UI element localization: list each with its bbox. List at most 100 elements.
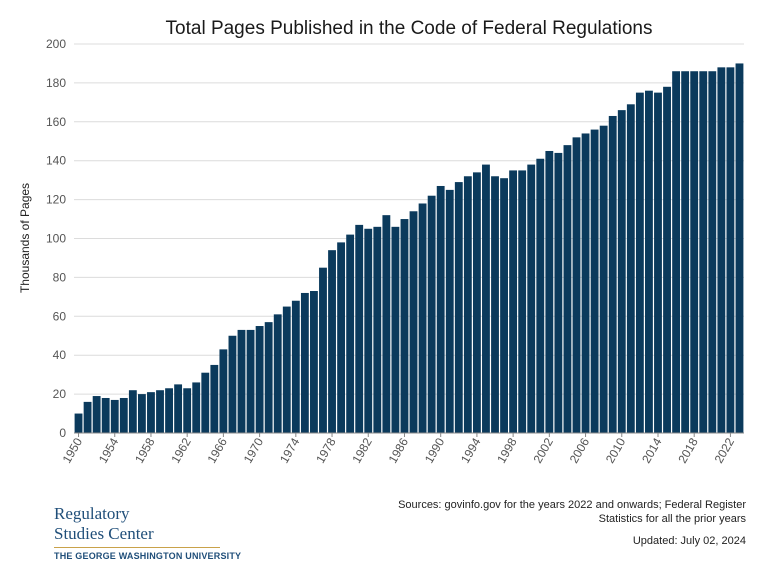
x-tick-label: 1998 <box>494 435 520 465</box>
bar-1957 <box>137 394 146 433</box>
bar-1976 <box>310 291 318 433</box>
chart-title: Total Pages Published in the Code of Fed… <box>166 18 653 39</box>
y-tick-label: 120 <box>46 193 66 207</box>
bar-2006 <box>581 133 590 433</box>
bar-1996 <box>491 176 499 433</box>
bar-1961 <box>174 384 183 434</box>
x-tick-label: 2018 <box>675 435 701 465</box>
bar-1958 <box>147 392 155 433</box>
bar-1967 <box>228 335 237 433</box>
bar-1979 <box>337 242 346 433</box>
logo-divider <box>54 547 220 548</box>
x-tick-label: 1974 <box>277 435 303 465</box>
x-tick-label: 1970 <box>241 435 267 465</box>
bar-1972 <box>273 314 282 433</box>
bar-1980 <box>346 234 355 433</box>
bar-1984 <box>382 215 391 433</box>
x-tick-label: 2006 <box>567 435 593 465</box>
bar-2005 <box>572 137 581 434</box>
y-tick-label: 140 <box>46 154 66 168</box>
x-tick-label: 2002 <box>530 435 556 465</box>
bar-1963 <box>192 382 201 433</box>
bar-1989 <box>427 195 436 433</box>
logo-line-1: Regulatory <box>54 504 130 523</box>
y-tick-label: 60 <box>53 309 67 323</box>
y-tick-label: 20 <box>53 387 67 401</box>
bar-1952 <box>92 396 101 433</box>
y-tick-label: 180 <box>46 76 66 90</box>
x-tick-label: 2014 <box>639 435 665 465</box>
y-tick-label: 160 <box>46 115 66 129</box>
bar-1974 <box>291 300 300 433</box>
y-axis: 0 20 40 60 80 100 120 140 160 180 200 <box>46 37 66 440</box>
bar-1969 <box>246 329 255 433</box>
bar-2021 <box>717 67 726 433</box>
bar-2001 <box>536 158 545 433</box>
bar-1971 <box>264 322 273 433</box>
bar-2008 <box>599 125 608 433</box>
bar-2012 <box>635 92 644 434</box>
bar-1950 <box>74 413 83 433</box>
x-tick-label: 1954 <box>96 435 122 465</box>
bar-1954 <box>110 399 119 433</box>
bar-2023 <box>735 63 744 433</box>
bar-1999 <box>518 170 527 434</box>
bar-1962 <box>183 388 192 433</box>
bar-1983 <box>373 226 382 433</box>
bar-2016 <box>672 71 681 433</box>
x-tick-label: 1958 <box>132 435 158 465</box>
bar-1965 <box>210 364 219 433</box>
bar-1986 <box>400 219 409 433</box>
bar-1953 <box>101 397 110 433</box>
x-axis: 1950 1954 1958 1962 1966 1970 1974 1978 1982 1986… <box>60 432 744 466</box>
bar-2003 <box>554 152 563 434</box>
bar-2000 <box>527 164 536 433</box>
bar-1973 <box>282 306 291 433</box>
bar-2011 <box>626 104 635 434</box>
bar-1956 <box>128 390 137 433</box>
bar-1987 <box>409 211 418 433</box>
y-tick-label: 80 <box>53 270 67 284</box>
x-tick-label: 2010 <box>603 435 629 465</box>
bar-1964 <box>201 372 210 433</box>
bar-1990 <box>436 185 445 433</box>
x-tick-label: 1994 <box>458 435 484 465</box>
bar-1992 <box>454 182 463 433</box>
bar-1970 <box>255 326 264 433</box>
x-tick-label: 1986 <box>386 435 412 465</box>
x-tick-label: 1978 <box>313 435 339 465</box>
bar-2017 <box>681 71 690 433</box>
y-tick-label: 40 <box>53 348 67 362</box>
bar-1995 <box>482 164 490 433</box>
bar-1997 <box>500 178 508 433</box>
bar-1968 <box>237 329 246 433</box>
bar-1982 <box>364 228 373 433</box>
bar-1977 <box>319 267 327 433</box>
y-tick-label: 0 <box>59 426 66 440</box>
bar-2020 <box>708 71 717 433</box>
x-tick-label: 1982 <box>349 435 375 465</box>
logo-line-2: Studies Center <box>54 524 154 543</box>
bar-2022 <box>726 67 735 433</box>
regulatory-studies-center-logo: Regulatory Studies Center THE GEORGE WAS… <box>54 504 242 561</box>
bar-1985 <box>391 226 400 433</box>
bar-1966 <box>219 349 228 433</box>
x-tick-label: 1966 <box>205 435 231 465</box>
bar-2009 <box>608 115 617 433</box>
bar-1994 <box>472 172 481 433</box>
logo-line-3: THE GEORGE WASHINGTON UNIVERSITY <box>54 551 242 561</box>
bar-1993 <box>463 176 472 433</box>
bar-2002 <box>545 150 554 434</box>
bar-2018 <box>690 71 699 433</box>
y-tick-label: 200 <box>46 37 66 51</box>
updated-date: Updated: July 02, 2024 <box>632 535 746 547</box>
bar-1981 <box>355 224 364 433</box>
bar-2014 <box>654 92 662 434</box>
bar-1975 <box>300 292 309 433</box>
bar-2004 <box>563 145 572 433</box>
bar-2013 <box>645 90 653 434</box>
sources-note: Sources: govinfo.gov for the years 2022 … <box>398 499 746 525</box>
y-tick-label: 100 <box>46 232 66 246</box>
bar-1951 <box>83 401 92 433</box>
x-tick-label: 1990 <box>422 435 448 465</box>
